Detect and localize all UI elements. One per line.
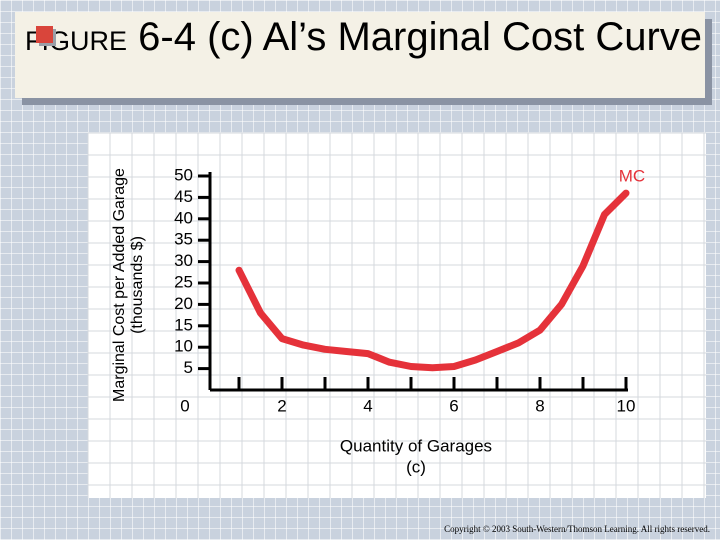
series-label: MC xyxy=(619,167,645,186)
y-tick-label: 10 xyxy=(174,337,193,356)
y-axis-label: (thousands $) xyxy=(129,236,146,334)
chart-title: FIGURE 6-4 (c) Al’s Marginal Cost Curve xyxy=(25,16,705,62)
y-tick-label: 35 xyxy=(174,230,193,249)
y-tick-label: 40 xyxy=(174,208,193,227)
title-icon xyxy=(36,26,53,43)
y-tick-label: 30 xyxy=(174,251,193,270)
y-tick-label: 45 xyxy=(174,187,193,206)
plot-panel xyxy=(88,133,706,498)
title-box: FIGURE 6-4 (c) Al’s Marginal Cost Curve xyxy=(15,12,705,98)
y-axis-label: Marginal Cost per Added Garage xyxy=(111,168,128,402)
x-tick-label: 10 xyxy=(617,396,636,415)
x-axis-label: (c) xyxy=(406,457,426,476)
x-tick-label: 2 xyxy=(277,396,286,415)
y-tick-label: 50 xyxy=(174,165,193,184)
x-tick-label: 8 xyxy=(535,396,544,415)
panel-grid xyxy=(87,132,706,498)
x-tick-label: 6 xyxy=(449,396,458,415)
y-tick-label: 15 xyxy=(174,315,193,334)
curve xyxy=(235,189,630,372)
title: 6-4 (c) Al’s Marginal Cost Curve xyxy=(138,15,703,59)
x-tick-label: 0 xyxy=(180,396,189,415)
y-tick-label: 25 xyxy=(174,272,193,291)
copyright: Copyright © 2003 South-Western/Thomson L… xyxy=(444,524,710,534)
y-tick-label: 20 xyxy=(174,294,193,313)
y-tick-label: 5 xyxy=(184,358,193,377)
x-tick-label: 4 xyxy=(363,396,372,415)
x-axis-label: Quantity of Garages xyxy=(340,436,492,455)
